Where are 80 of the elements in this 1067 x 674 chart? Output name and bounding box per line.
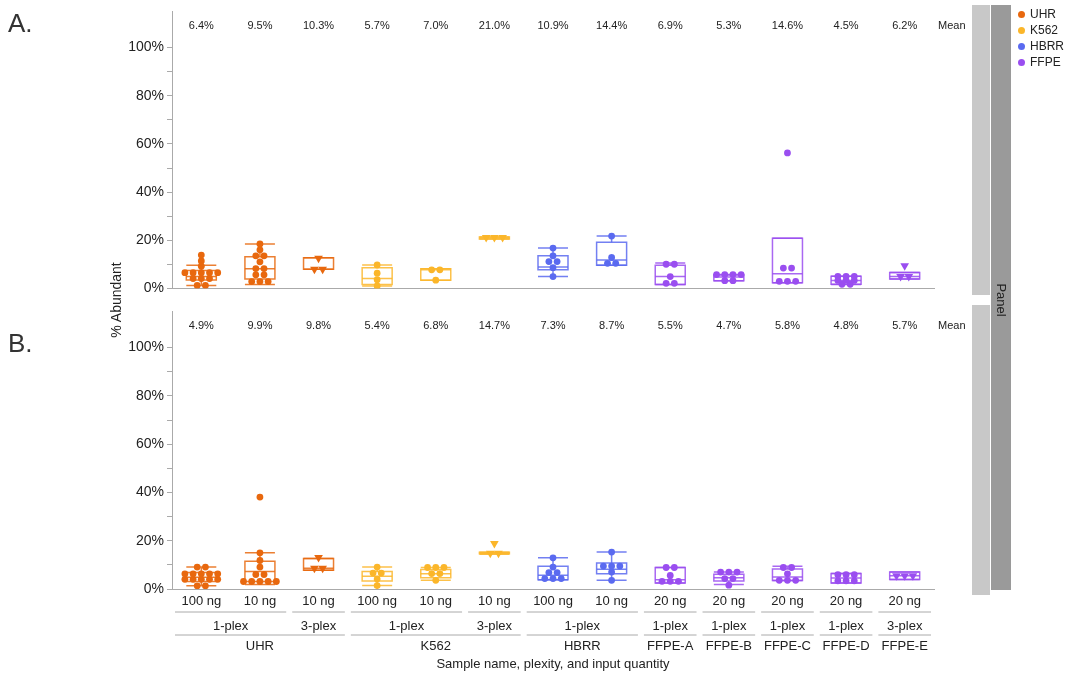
y-tick-label: 60% — [135, 134, 164, 151]
y-axis-title: % Abundant — [108, 262, 124, 338]
x-tick-label: 10 ng — [243, 593, 277, 609]
text: 3-plex — [886, 617, 923, 633]
text: 14.4% — [596, 19, 628, 32]
text: 1-plex — [652, 617, 689, 633]
text: 9.8% — [306, 319, 332, 332]
x-tick-label: 100 ng — [181, 593, 222, 609]
text: 10.3% — [302, 19, 335, 32]
text: FFPE-C — [763, 637, 811, 653]
text: 5.3% — [716, 19, 742, 32]
text: 6.2% — [892, 19, 918, 32]
text: Mean — [938, 319, 966, 332]
x-tick-label: 100 ng — [533, 593, 573, 609]
y-tick-label: 20% — [135, 531, 164, 548]
x-axis-title: Sample name, plexity, and input quantity — [436, 655, 671, 671]
text: 4.9% — [188, 319, 214, 332]
y-tick-label: 80% — [135, 386, 164, 403]
text: 9.5% — [247, 19, 273, 32]
y-tick-label: 20% — [135, 231, 164, 248]
text: Panel — [993, 283, 1009, 317]
text: B. — [8, 328, 33, 359]
x-tick-label: 10 ng — [419, 593, 453, 609]
text: FFPE-D — [822, 637, 870, 653]
x-tick-label: 20 ng — [829, 593, 863, 609]
y-tick-label: 80% — [135, 86, 164, 103]
x-tick-label: 10 ng — [302, 593, 335, 609]
text: Mean — [938, 19, 966, 32]
text: 3-plex — [476, 617, 513, 633]
text: 14.6% — [771, 19, 804, 32]
text: 1-plex — [828, 617, 865, 633]
y-tick-label: 40% — [135, 483, 164, 500]
legend-label: UHR — [1030, 7, 1056, 21]
text: 5.4% — [364, 319, 390, 332]
text: 3-plex — [300, 617, 337, 633]
text: 5.7% — [892, 319, 918, 332]
text: 21.0% — [478, 19, 510, 32]
text: 1-plex — [711, 617, 748, 633]
text: 5.5% — [657, 319, 683, 332]
text: 4.8% — [833, 319, 859, 332]
text: 14.7% — [478, 319, 510, 332]
y-tick-label: 100% — [128, 338, 164, 355]
text: FFPE-A — [647, 637, 694, 653]
text: 6.8% — [423, 319, 449, 332]
x-tick-label: 20 ng — [653, 593, 687, 609]
legend-label: HBRR — [1030, 39, 1065, 53]
text: 1-plex — [388, 617, 425, 633]
text: HBRR — [563, 637, 601, 653]
x-tick-label: 100 ng — [357, 593, 398, 609]
x-tick-label: 20 ng — [712, 593, 746, 609]
text: 1-plex — [769, 617, 806, 633]
text: 9.9% — [247, 319, 273, 332]
text: FFPE-B — [705, 637, 752, 653]
chart-title: A. — [8, 8, 33, 39]
text: 4.5% — [833, 19, 859, 32]
y-tick-label: 40% — [135, 183, 164, 200]
y-tick-label: 0% — [143, 279, 164, 296]
text: 8.7% — [599, 319, 625, 332]
text: 5.8% — [774, 319, 800, 332]
text: 10.9% — [537, 19, 569, 32]
text: 6.9% — [657, 19, 683, 32]
text: FFPE-E — [881, 637, 929, 653]
text: 5.7% — [364, 19, 390, 32]
legend-label: K562 — [1030, 23, 1059, 37]
x-tick-label: 10 ng — [478, 593, 511, 609]
legend-label: FFPE — [1030, 55, 1061, 69]
text: UHR — [245, 637, 275, 653]
text: 6.4% — [188, 19, 214, 32]
x-tick-label: 10 ng — [595, 593, 628, 609]
text: 1-plex — [564, 617, 601, 633]
text: 7.3% — [540, 319, 566, 332]
y-tick-label: 0% — [143, 579, 164, 596]
text: 4.7% — [716, 319, 742, 332]
y-tick-label: 100% — [128, 38, 164, 55]
text: 1-plex — [212, 617, 249, 633]
x-tick-label: 20 ng — [771, 593, 804, 609]
text: 7.0% — [423, 19, 449, 32]
text: K562 — [420, 637, 451, 653]
x-tick-label: 20 ng — [888, 593, 921, 609]
y-tick-label: 60% — [135, 435, 164, 452]
